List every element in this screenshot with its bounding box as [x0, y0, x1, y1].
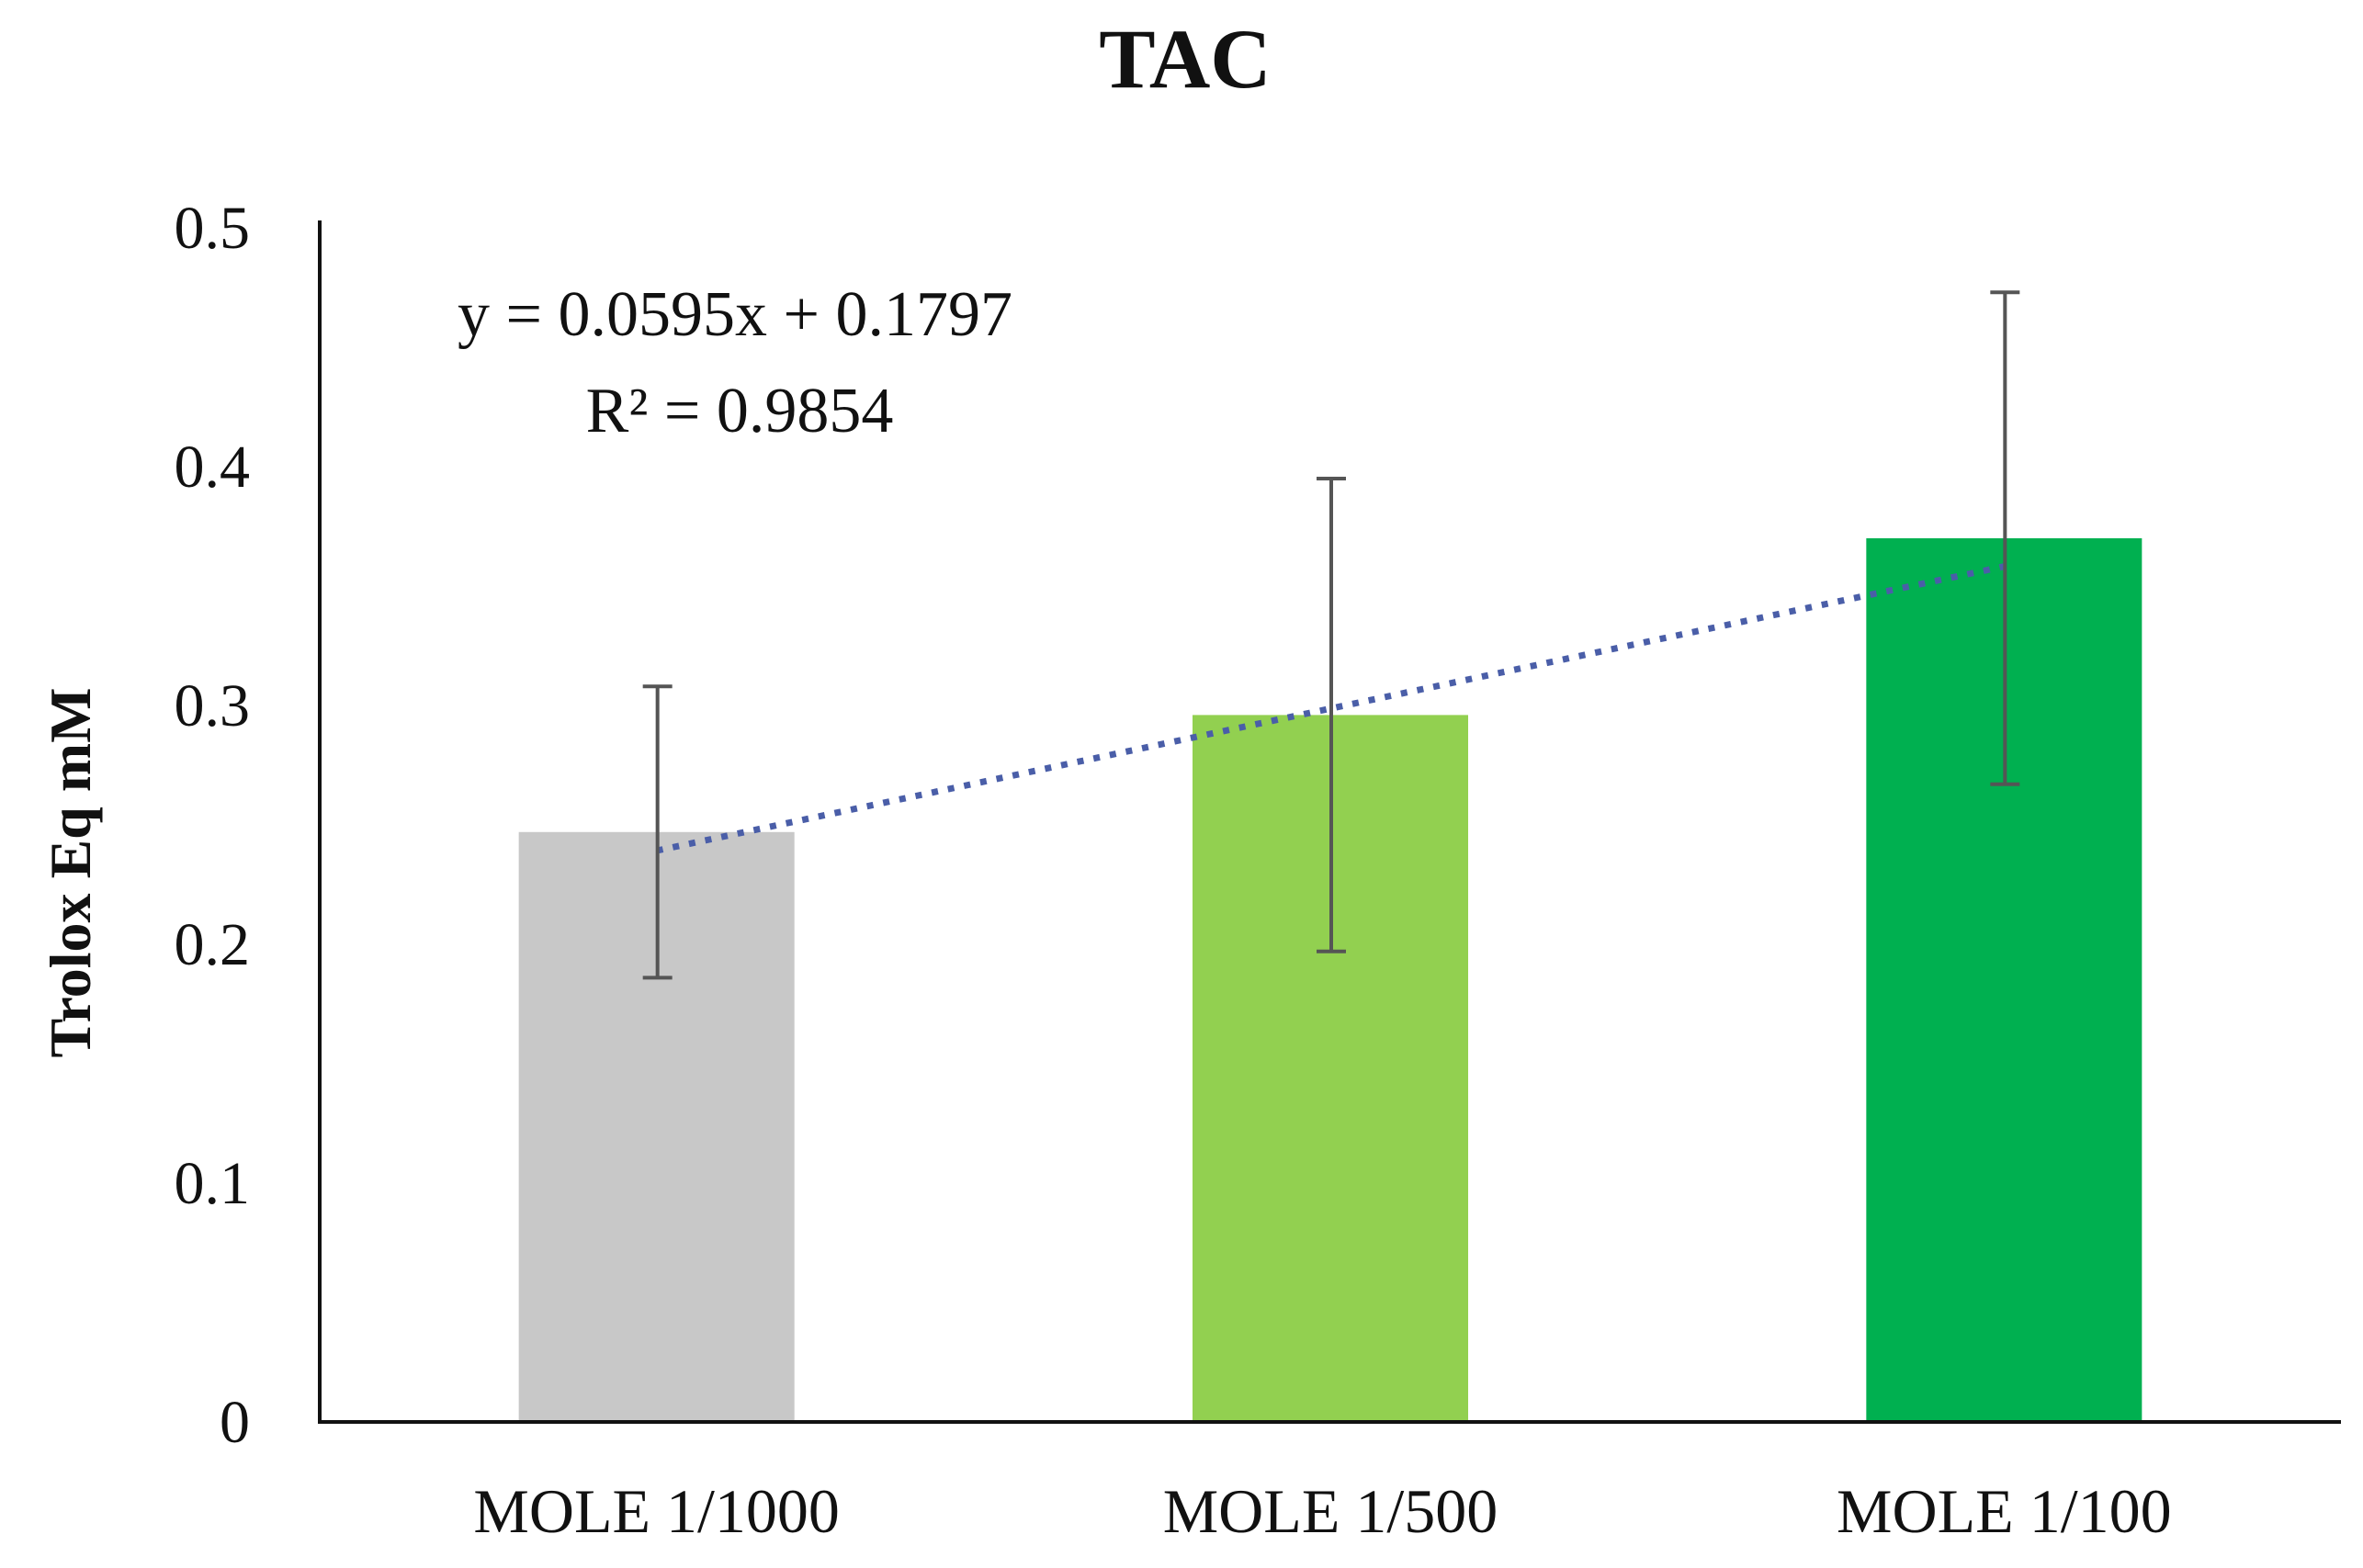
error-bar-2	[1317, 477, 1346, 953]
trendline-equation: y = 0.0595x + 0.1797	[458, 279, 1012, 350]
y-axis-label: Trolox Eq mM	[38, 688, 103, 1058]
x-tick-label: MOLE 1/500	[1163, 1476, 1498, 1546]
x-tick-label: MOLE 1/100	[1837, 1476, 2172, 1546]
y-tick-label: 0.5	[175, 195, 251, 262]
x-tick-label: MOLE 1/1000	[473, 1476, 840, 1546]
y-tick-label: 0.2	[175, 911, 251, 978]
y-tick-label: 0.4	[175, 434, 251, 501]
trendline-r-squared: R² = 0.9854	[586, 376, 894, 446]
y-tick-label: 0.1	[175, 1150, 251, 1217]
y-tick-label: 0	[220, 1389, 250, 1456]
error-bar-1	[642, 684, 673, 980]
y-tick-label: 0.3	[175, 672, 251, 739]
error-bar-3	[1990, 290, 2020, 786]
chart-title: TAC	[1099, 12, 1271, 106]
